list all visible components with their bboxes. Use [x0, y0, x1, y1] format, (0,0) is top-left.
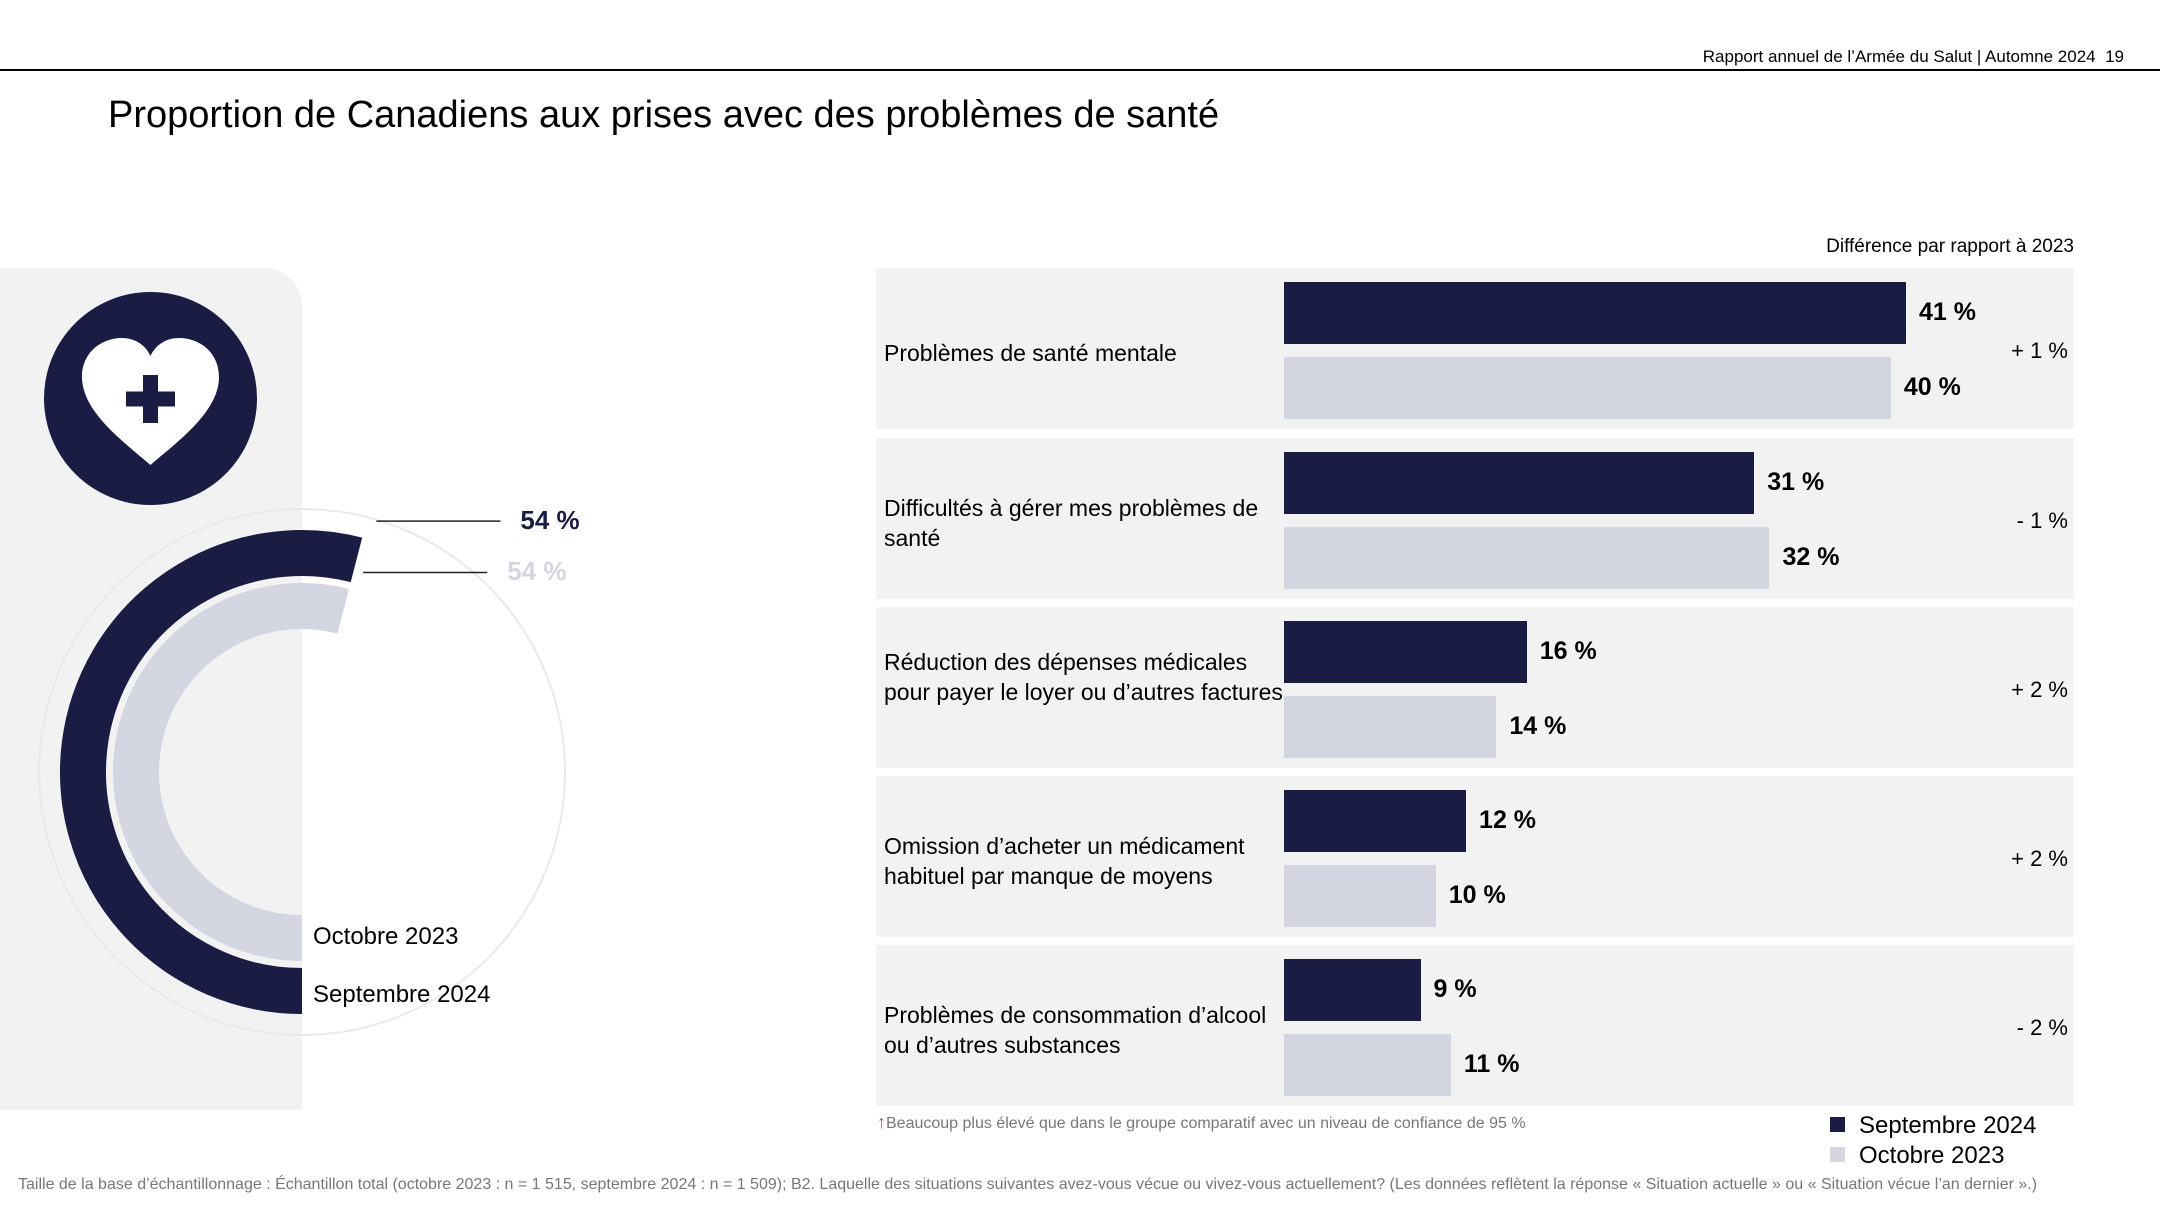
legend-swatch-2023: [1830, 1147, 1845, 1162]
legend-swatch-2024: [1830, 1117, 1845, 1132]
bar-2023: [1284, 527, 1770, 589]
legend-label-2023: Octobre 2023: [1859, 1142, 2005, 1169]
bar-value-2023: 11 %: [1463, 1050, 1520, 1078]
donut-guide-circle: [38, 508, 566, 1036]
legend-label-2024: Septembre 2024: [1859, 1112, 2037, 1139]
bar-2024: [1284, 452, 1755, 514]
difference-value: + 2 %: [2011, 677, 2068, 702]
header-rule: [0, 69, 2160, 71]
up-arrow-icon: ↑: [877, 1112, 886, 1132]
donut-legend-2024: Septembre 2024: [313, 981, 491, 1008]
chart-row-bg: [876, 776, 2074, 937]
heart-plus-icon: [44, 292, 257, 505]
legend-item-2024: Septembre 2024: [1830, 1112, 2036, 1140]
bar-2023: [1284, 865, 1436, 927]
bar-value-2023: 40 %: [1903, 373, 1961, 401]
difference-value: - 1 %: [2016, 508, 2068, 533]
bar-value-2024: 16 %: [1539, 637, 1597, 665]
difference-value: + 2 %: [2011, 846, 2068, 871]
bar-value-2024: 31 %: [1767, 468, 1825, 496]
bar-2023: [1284, 1034, 1451, 1096]
row-label: Difficultés à gérer mes problèmes de san…: [884, 495, 1259, 551]
donut-legend-2023: Octobre 2023: [313, 923, 459, 950]
row-label: Problèmes de consommation d’alcool ou d’…: [884, 1002, 1267, 1058]
bar-2024: [1284, 959, 1421, 1021]
bar-value-2024: 12 %: [1479, 806, 1537, 834]
bar-value-2024: 41 %: [1919, 298, 1976, 326]
footnote: Taille de la base d’échantillonnage : Éc…: [18, 1176, 2038, 1193]
note-text: Beaucoup plus élevé que dans le groupe c…: [886, 1115, 1526, 1132]
bar-2024: [1284, 621, 1527, 683]
legend-item-2023: Octobre 2023: [1830, 1142, 2004, 1170]
row-label: Problèmes de santé mentale: [884, 340, 1177, 366]
donut-value-2023: 54 %: [507, 556, 567, 587]
chart-row-bg: [876, 945, 2074, 1106]
bar-2023: [1284, 696, 1497, 758]
row-label: Omission d’acheter un médicament habitue…: [884, 833, 1245, 889]
bar-value-2023: 14 %: [1509, 712, 1567, 740]
page-title: Proportion de Canadiens aux prises avec …: [108, 94, 1220, 136]
difference-value: - 2 %: [2016, 1015, 2068, 1040]
donut-arc-2023: [113, 583, 349, 961]
difference-header: Différence par rapport à 2023: [1826, 236, 2074, 257]
report-name: Rapport annuel de l’Armée du Salut | Aut…: [1702, 47, 2096, 66]
bar-2024: [1284, 282, 1906, 344]
bar-value-2024: 9 %: [1433, 975, 1477, 1003]
bar-2024: [1284, 790, 1467, 852]
difference-value: + 1 %: [2011, 338, 2068, 363]
significance-note: ↑Beaucoup plus élevé que dans le groupe …: [877, 1112, 1526, 1133]
bar-value-2023: 32 %: [1782, 543, 1840, 571]
report-header: Rapport annuel de l’Armée du Salut | Aut…: [1703, 47, 2124, 67]
donut-value-2024: 54 %: [520, 505, 580, 536]
donut-arc-2024: [60, 530, 363, 1014]
bar-value-2023: 10 %: [1448, 881, 1506, 909]
row-label: Réduction des dépenses médicales pour pa…: [884, 649, 1283, 705]
page-number: 19: [2105, 47, 2124, 66]
bar-2023: [1284, 357, 1891, 419]
